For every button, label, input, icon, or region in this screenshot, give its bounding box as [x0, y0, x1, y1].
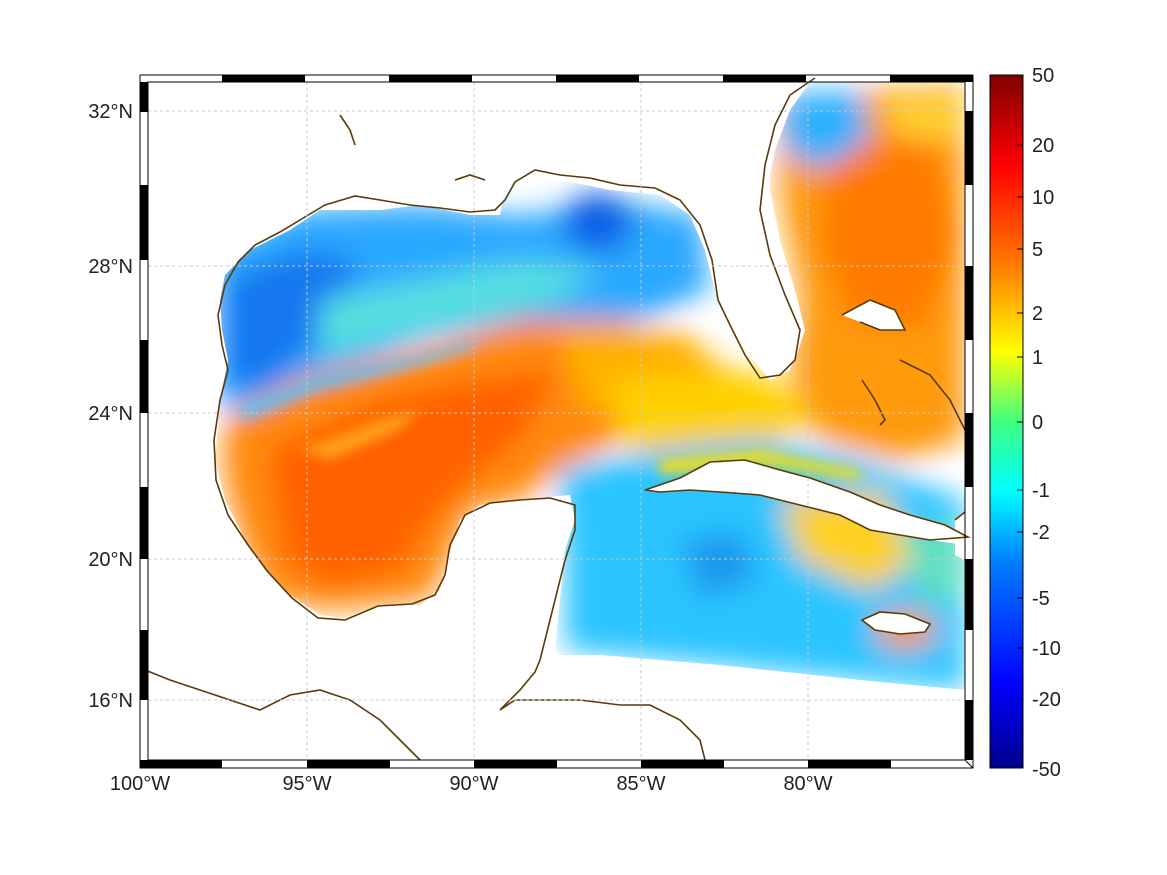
- lat-label-24n: 24°N: [88, 403, 133, 425]
- colorbar-label-neg1: -1: [1032, 480, 1050, 502]
- lon-label-85w: 85°W: [616, 773, 665, 795]
- map-frame: [139, 74, 974, 769]
- map-panel: 100°W 95°W 90°W 85°W 80°W 32°N 28°N 24°N…: [88, 74, 974, 795]
- colorbar-label-neg50: -50: [1032, 759, 1061, 781]
- lon-label-100w: 100°W: [110, 773, 170, 795]
- colorbar-label-neg20: -20: [1032, 689, 1061, 711]
- lon-label-80w: 80°W: [783, 773, 832, 795]
- lat-label-32n: 32°N: [88, 101, 133, 123]
- colorbar-label-2: 2: [1032, 303, 1043, 325]
- lat-label-20n: 20°N: [88, 549, 133, 571]
- colorbar-label-5: 5: [1032, 239, 1043, 261]
- lat-label-28n: 28°N: [88, 256, 133, 278]
- colorbar-label-neg5: -5: [1032, 588, 1050, 610]
- colorbar-label-20: 20: [1032, 135, 1054, 157]
- colorbar-label-10: 10: [1032, 187, 1054, 209]
- coastline: [139, 77, 971, 761]
- colorbar-label-neg2: -2: [1032, 522, 1050, 544]
- lat-label-16n: 16°N: [88, 690, 133, 712]
- longitude-labels: 100°W 95°W 90°W 85°W 80°W: [110, 773, 833, 795]
- colorbar-label-1: 1: [1032, 347, 1043, 369]
- graticule: [148, 82, 965, 760]
- colorbar-label-neg10: -10: [1032, 638, 1061, 660]
- lon-label-90w: 90°W: [449, 773, 498, 795]
- colorbar-label-0: 0: [1032, 412, 1043, 434]
- colorbar: 50 20 10 5 2 1 0 -1 -2 -5 -10 -20 -50: [989, 65, 1061, 781]
- colorbar-ticks: [1017, 144, 1023, 700]
- lon-label-95w: 95°W: [282, 773, 331, 795]
- colorbar-label-50: 50: [1032, 65, 1054, 87]
- latitude-labels: 32°N 28°N 24°N 20°N 16°N: [88, 101, 133, 712]
